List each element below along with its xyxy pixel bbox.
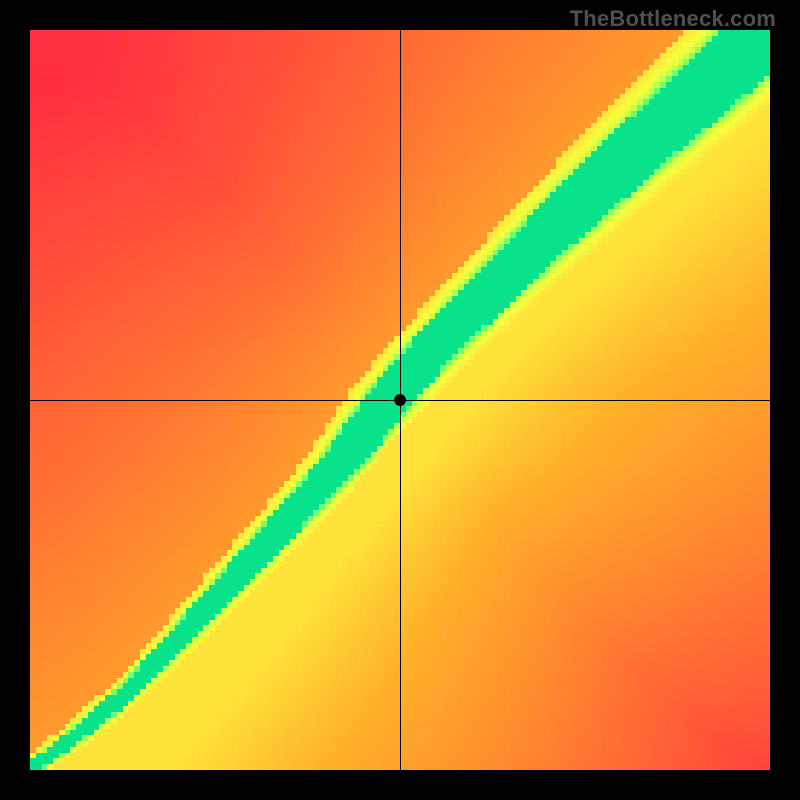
watermark-text: TheBottleneck.com: [570, 6, 776, 32]
bottleneck-heatmap: [0, 0, 800, 800]
chart-container: TheBottleneck.com: [0, 0, 800, 800]
